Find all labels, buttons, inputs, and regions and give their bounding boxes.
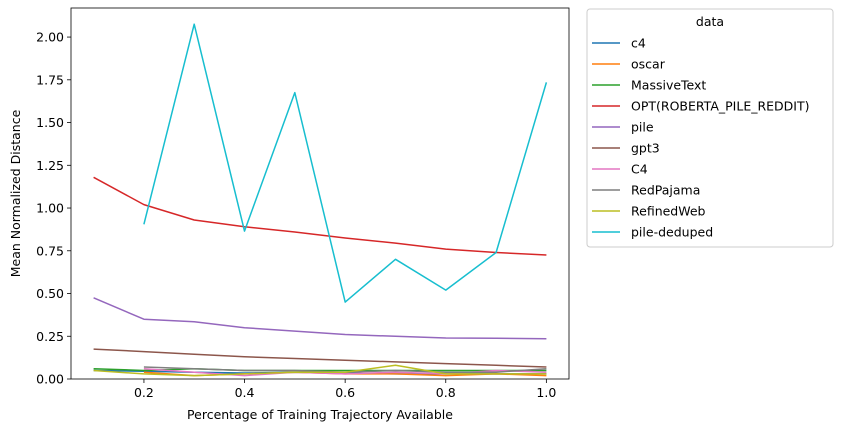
y-tick-label: 0.50: [36, 286, 64, 301]
y-tick-label: 0.00: [36, 372, 64, 387]
legend-label: RefinedWeb: [631, 204, 706, 219]
x-axis-ticks: 0.2 0.4 0.6 0.8 1.0: [134, 379, 556, 400]
legend-label: c4: [631, 36, 646, 51]
legend-label: gpt3: [631, 141, 660, 156]
series-line-9: [143, 23, 548, 303]
x-tick-label: 0.2: [134, 385, 154, 400]
y-tick-label: 1.75: [36, 72, 64, 87]
legend-label: RedPajama: [631, 183, 700, 198]
series-line-3: [93, 176, 547, 256]
legend-label: oscar: [631, 57, 666, 72]
x-tick-label: 1.0: [536, 385, 556, 400]
legend-label: OPT(ROBERTA_PILE_REDDIT): [631, 99, 810, 114]
series-line-5: [93, 348, 547, 368]
x-tick-label: 0.6: [335, 385, 355, 400]
y-tick-label: 1.00: [36, 201, 64, 216]
plot-lines: [93, 23, 548, 377]
y-tick-label: 2.00: [36, 30, 64, 45]
x-tick-label: 0.4: [235, 385, 255, 400]
series-line-2: [93, 367, 547, 372]
y-tick-label: 0.25: [36, 329, 64, 344]
legend-label: pile: [631, 120, 654, 135]
x-tick-label: 0.8: [436, 385, 456, 400]
series-line-4: [93, 297, 547, 340]
series-line-8: [93, 364, 547, 377]
legend-box: [586, 8, 834, 248]
legend: data c4 oscar MassiveText OPT(ROBERTA_PILE_…: [586, 8, 834, 248]
plot-frame: [70, 7, 570, 380]
y-tick-label: 1.50: [36, 115, 64, 130]
y-tick-label: 1.25: [36, 158, 64, 173]
legend-label: C4: [631, 162, 648, 177]
y-axis-ticks: 0.00 0.25 0.50 0.75 1.00 1.25 1.50 1.75 2.00: [36, 30, 71, 387]
y-tick-label: 0.75: [36, 243, 64, 258]
x-axis-label: Percentage of Training Trajectory Availa…: [187, 407, 453, 422]
legend-label: MassiveText: [631, 78, 706, 93]
y-axis-label: Mean Normalized Distance: [8, 109, 23, 277]
legend-items: c4 oscar MassiveText OPT(ROBERTA_PILE_REDDI…: [592, 36, 810, 240]
legend-title: data: [696, 14, 724, 29]
legend-label: pile-deduped: [631, 225, 713, 240]
